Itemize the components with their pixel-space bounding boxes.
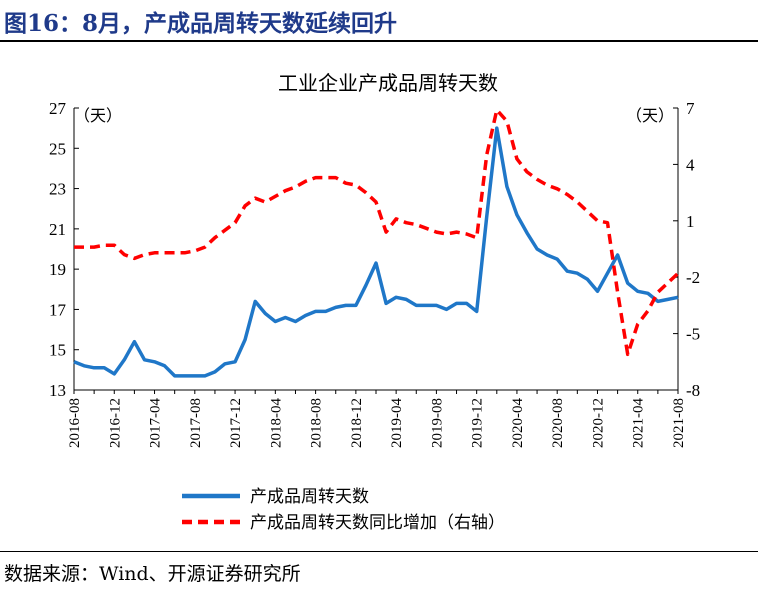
y-right-tick-label: 1 bbox=[686, 212, 695, 231]
left-unit-label: （天） bbox=[74, 106, 122, 125]
x-tick-label: 2017-04 bbox=[148, 398, 164, 448]
series-line-yoy-change bbox=[74, 108, 680, 357]
axes: 13 15 17 19 21 23 25 27 -8 -5 -2 1 4 7 2016-08 2016-12 2… bbox=[49, 99, 700, 448]
x-tick-label: 2019-08 bbox=[429, 398, 445, 448]
x-tick-label: 2017-08 bbox=[188, 398, 204, 448]
y-left-tick-label: 25 bbox=[49, 139, 66, 158]
legend-label-dashed: 产成品周转天数同比增加（右轴） bbox=[250, 513, 505, 533]
source-note: 数据来源：Wind、开源证券研究所 bbox=[4, 563, 301, 585]
x-tick-label: 2021-08 bbox=[671, 398, 687, 448]
x-tick-label: 2019-04 bbox=[389, 398, 405, 448]
x-tick-label: 2017-12 bbox=[228, 398, 244, 448]
series-line-turnover-days bbox=[73, 126, 679, 378]
chart-title: 工业企业产成品周转天数 bbox=[278, 71, 498, 95]
y-right-tick-label: -5 bbox=[686, 325, 700, 344]
y-right-tick-label: 4 bbox=[686, 155, 695, 174]
x-tick-label: 2018-04 bbox=[268, 398, 284, 448]
y-left-tick-label: 21 bbox=[49, 220, 66, 239]
x-tick-label: 2020-04 bbox=[510, 398, 526, 448]
x-tick-label: 2020-08 bbox=[550, 398, 566, 448]
y-left-tick-label: 13 bbox=[49, 381, 66, 400]
bottom-rule bbox=[0, 551, 758, 552]
x-tick-label: 2016-12 bbox=[107, 398, 123, 448]
y-right-tick-label: 7 bbox=[686, 99, 695, 118]
y-left-tick-label: 27 bbox=[49, 99, 67, 118]
figure-title: 图16：8月，产成品周转天数延续回升 bbox=[4, 10, 398, 37]
top-rule bbox=[0, 40, 758, 42]
legend: 产成品周转天数 产成品周转天数同比增加（右轴） bbox=[182, 487, 505, 533]
legend-label-solid: 产成品周转天数 bbox=[250, 487, 369, 507]
y-left-tick-label: 15 bbox=[49, 341, 66, 360]
right-unit-label: （天） bbox=[626, 106, 674, 125]
x-tick-label: 2020-12 bbox=[590, 398, 606, 448]
y-left-tick-label: 19 bbox=[49, 260, 66, 279]
y-left-tick-label: 17 bbox=[49, 300, 67, 319]
x-tick-label: 2019-12 bbox=[470, 398, 486, 448]
plot-area bbox=[73, 108, 680, 378]
y-left-tick-label: 23 bbox=[49, 180, 66, 199]
x-tick-label: 2018-12 bbox=[349, 398, 365, 448]
x-tick-label: 2021-04 bbox=[631, 398, 647, 448]
x-tick-label: 2018-08 bbox=[309, 398, 325, 448]
x-tick-label: 2016-08 bbox=[67, 398, 83, 448]
y-right-tick-label: -2 bbox=[686, 268, 700, 287]
y-right-tick-label: -8 bbox=[686, 381, 700, 400]
